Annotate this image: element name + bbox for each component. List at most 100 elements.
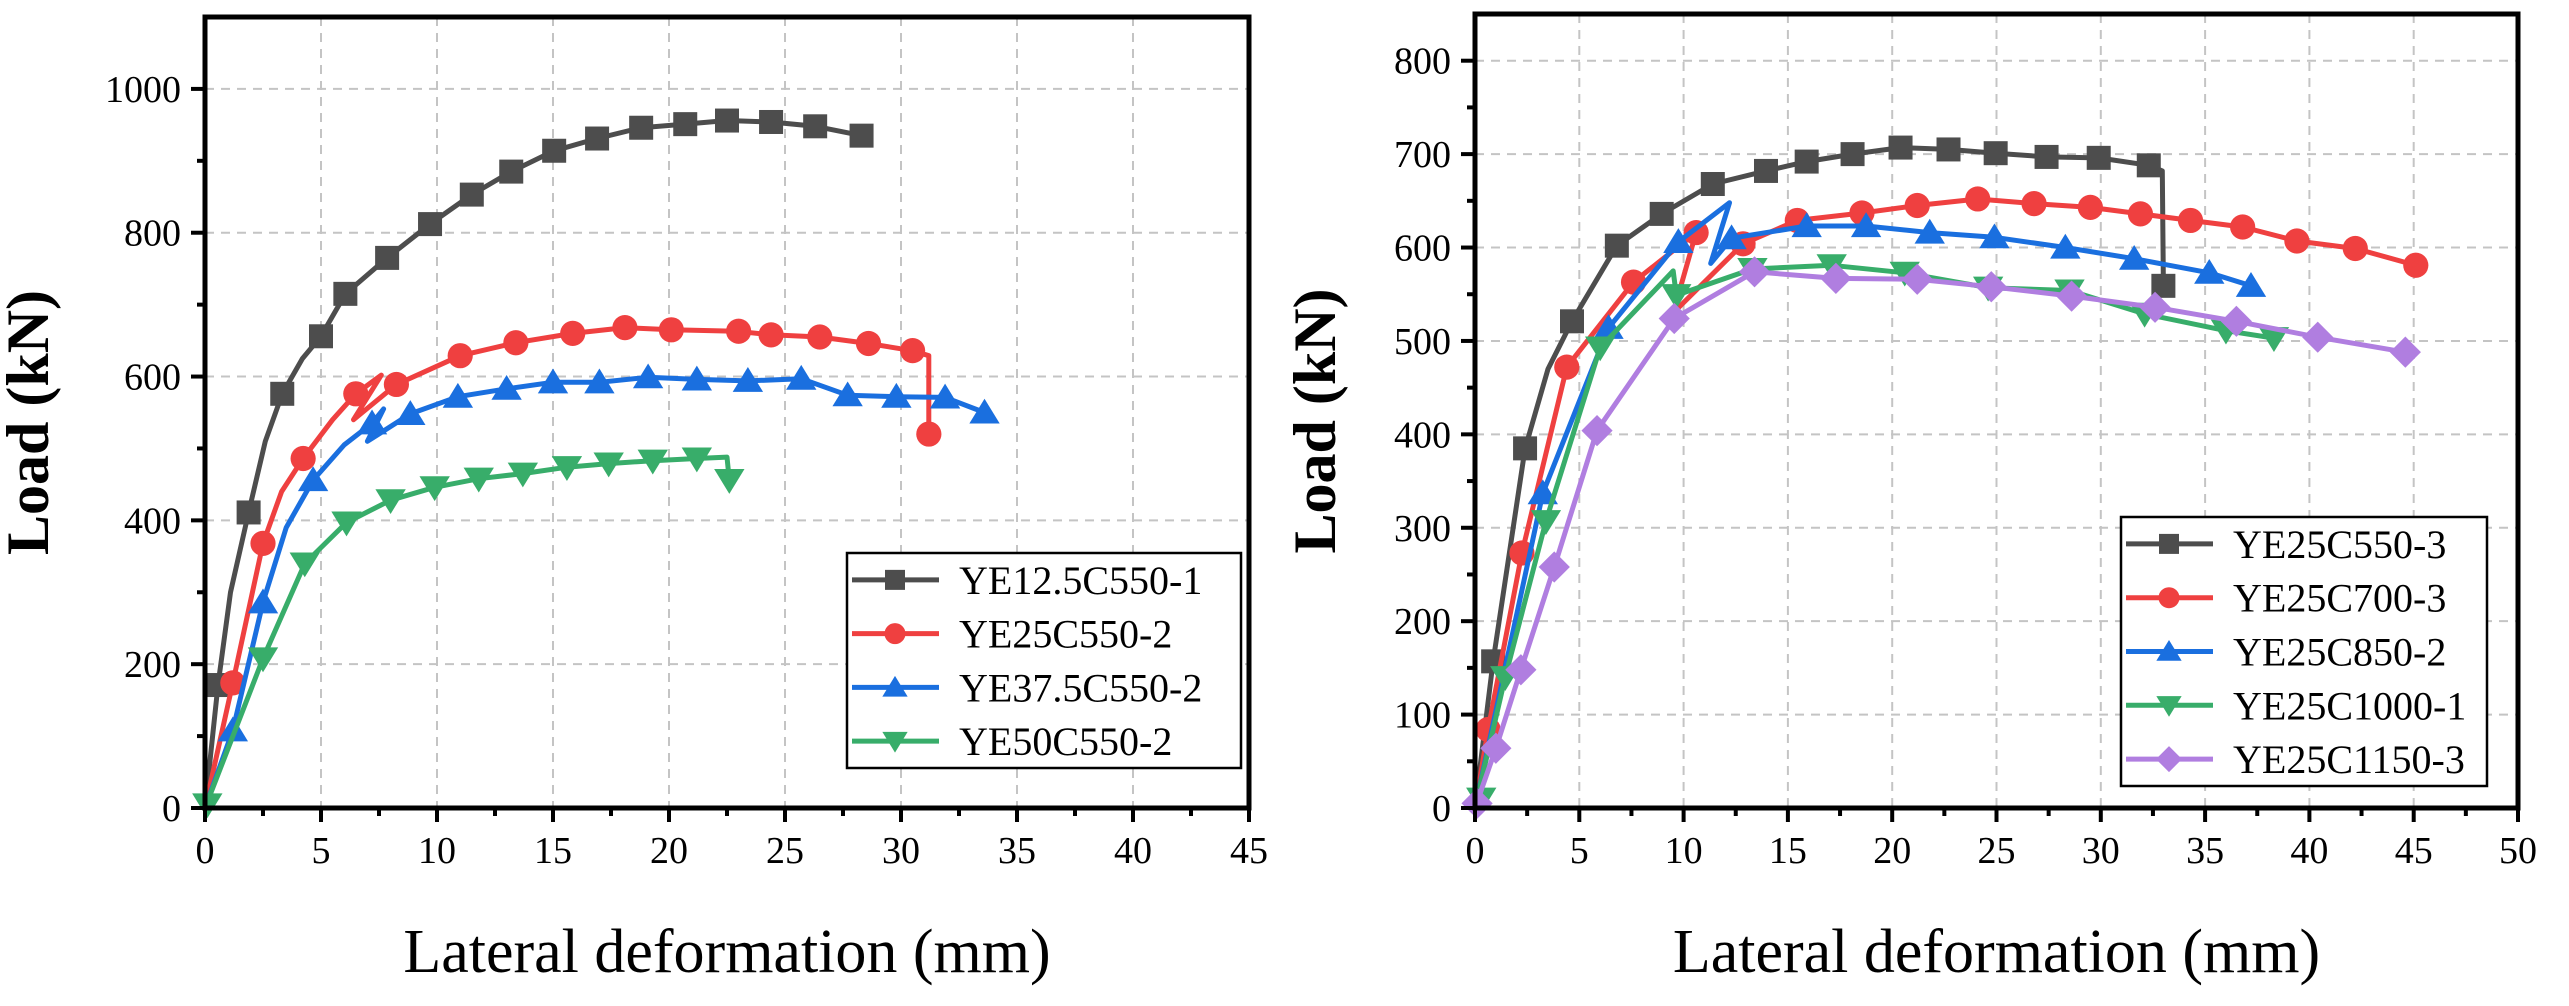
data-point xyxy=(1716,224,1747,250)
data-point xyxy=(217,716,249,742)
data-point xyxy=(681,365,713,391)
legend-marker xyxy=(882,731,908,753)
data-point xyxy=(637,449,668,475)
data-point xyxy=(499,159,524,184)
legend-marker xyxy=(2159,533,2179,554)
legend-label: YE25C1150-3 xyxy=(2233,737,2465,782)
data-point xyxy=(759,109,784,134)
data-point xyxy=(1904,192,1930,219)
x-tick-label: 40 xyxy=(2290,830,2328,872)
data-point xyxy=(2389,336,2421,368)
series-line xyxy=(1472,262,2277,811)
series-line xyxy=(202,374,987,811)
x-tick-label: 15 xyxy=(534,830,572,872)
data-point xyxy=(1649,201,1674,226)
x-tick-label: 45 xyxy=(1230,830,1268,872)
data-point xyxy=(250,530,276,556)
data-point xyxy=(418,212,443,237)
data-point xyxy=(1738,256,1771,288)
y-tick-label: 600 xyxy=(124,357,181,399)
data-point xyxy=(1816,254,1847,280)
data-point xyxy=(2194,258,2225,284)
data-point xyxy=(969,398,1000,424)
x-tick-label: 45 xyxy=(2395,830,2433,872)
data-point xyxy=(732,367,764,392)
y-tick-label: 200 xyxy=(124,644,181,686)
x-tick-label: 5 xyxy=(1570,830,1589,872)
legend-label: YE37.5C550-2 xyxy=(959,665,1202,710)
data-point xyxy=(1753,158,1778,183)
data-point xyxy=(585,126,610,151)
data-point xyxy=(2230,214,2256,240)
data-point xyxy=(849,123,874,148)
legend-marker xyxy=(885,569,905,590)
x-tick-label: 20 xyxy=(1873,830,1911,872)
y-tick-label: 300 xyxy=(1394,508,1451,550)
x-tick-label: 25 xyxy=(766,830,804,872)
x-axis-title: Lateral deformation (mm) xyxy=(403,918,1050,986)
series-line xyxy=(202,454,732,811)
data-point xyxy=(2118,244,2150,270)
data-point xyxy=(916,421,942,447)
data-point xyxy=(459,182,484,207)
series-YE25C550-3 xyxy=(1472,135,2176,811)
data-point xyxy=(2034,144,2059,169)
legend: YE25C550-3 YE25C700-3 YE25C850-2 YE25C1000-… xyxy=(2119,515,2489,788)
data-point xyxy=(1538,551,1570,583)
data-point xyxy=(726,318,752,344)
y-tick-label: 1000 xyxy=(105,69,181,111)
legend-label: YE25C550-3 xyxy=(2233,522,2446,567)
data-point xyxy=(584,368,615,394)
series-YE25C850-2 xyxy=(1472,200,2267,811)
data-point xyxy=(2021,191,2047,217)
data-point xyxy=(593,452,624,478)
x-tick-label: 10 xyxy=(1665,830,1703,872)
data-point xyxy=(715,108,739,133)
data-point xyxy=(1700,172,1725,197)
series-YE12.5C550-1 xyxy=(202,108,874,811)
data-point xyxy=(297,466,329,492)
data-point xyxy=(491,374,522,400)
y-tick-label: 0 xyxy=(162,788,181,830)
data-point xyxy=(1965,186,1991,212)
data-point xyxy=(2136,153,2161,178)
x-tick-label: 30 xyxy=(2082,830,2120,872)
legend-marker xyxy=(882,675,908,697)
data-point xyxy=(247,588,279,614)
x-tick-label: 5 xyxy=(312,830,331,872)
y-tick-label: 700 xyxy=(1394,134,1451,176)
legend-item: YE25C700-3 xyxy=(2126,576,2446,621)
legend-marker xyxy=(2158,587,2180,609)
y-tick-label: 400 xyxy=(124,500,181,542)
data-point xyxy=(1983,141,2008,166)
data-point xyxy=(395,400,426,425)
legend-label: YE25C850-2 xyxy=(2233,630,2446,675)
y-tick-label: 800 xyxy=(124,213,181,255)
data-point xyxy=(290,445,316,472)
data-point xyxy=(2050,233,2081,259)
y-axis: 0 100 200 300 400 500 600 700 800 xyxy=(1394,41,1475,830)
data-point xyxy=(1559,309,1584,334)
data-point xyxy=(2258,327,2290,352)
data-point xyxy=(900,338,926,364)
data-point xyxy=(309,324,333,349)
x-tick-label: 35 xyxy=(998,830,1036,872)
left-chart: 0 5 10 15 20 25 30 35 40 45 Lateral deformation (m… xyxy=(0,14,1268,986)
legend-marker xyxy=(884,623,906,645)
legend-item: YE25C550-3 xyxy=(2126,522,2446,567)
y-tick-label: 500 xyxy=(1394,321,1451,363)
legend-label: YE25C700-3 xyxy=(2233,576,2446,621)
data-point xyxy=(463,467,494,493)
data-point xyxy=(714,469,745,494)
data-point xyxy=(1914,218,1945,244)
data-point xyxy=(2342,235,2368,262)
data-point xyxy=(220,670,246,696)
x-tick-label: 10 xyxy=(418,830,456,872)
legend-item: YE37.5C550-2 xyxy=(852,665,1202,710)
data-point xyxy=(1820,262,1852,294)
data-point xyxy=(537,368,569,394)
y-tick-label: 100 xyxy=(1394,695,1451,737)
data-point xyxy=(560,320,586,346)
legend-label: YE50C550-2 xyxy=(959,719,1172,764)
